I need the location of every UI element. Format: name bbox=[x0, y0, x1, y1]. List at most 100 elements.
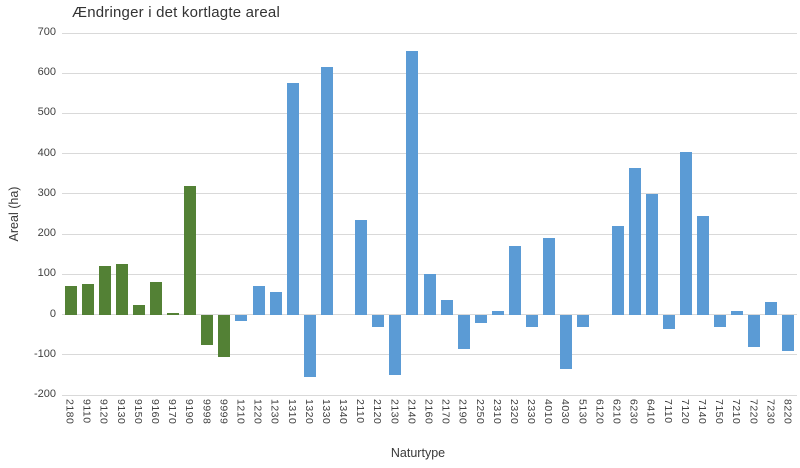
x-tick-label: 6410 bbox=[644, 399, 657, 425]
x-tick-label: 1320 bbox=[302, 399, 315, 425]
x-tick-label: 7210 bbox=[730, 399, 743, 425]
bar-6410 bbox=[645, 193, 658, 315]
bar-2130 bbox=[389, 314, 402, 375]
bar-7140 bbox=[696, 216, 709, 315]
x-tick-label: 1340 bbox=[337, 399, 350, 425]
y-tick-label: -200 bbox=[33, 388, 56, 400]
x-tick-label: 9150 bbox=[131, 399, 144, 425]
x-tick-label: 6230 bbox=[627, 399, 640, 425]
x-tick-label: 7120 bbox=[678, 399, 691, 425]
gridline bbox=[62, 32, 797, 34]
gridline bbox=[62, 153, 797, 155]
bar-6230 bbox=[628, 167, 641, 315]
gridline bbox=[62, 233, 797, 235]
bar-1220 bbox=[252, 286, 265, 315]
bar-7120 bbox=[679, 151, 692, 315]
bar-1210 bbox=[235, 314, 248, 321]
y-tick-label: 600 bbox=[37, 66, 56, 79]
bar-4010 bbox=[543, 238, 556, 315]
x-tick-label: 7230 bbox=[764, 399, 777, 425]
bar-9150 bbox=[132, 304, 145, 315]
x-tick-label: 6120 bbox=[593, 399, 606, 425]
bar-2140 bbox=[406, 51, 419, 315]
bar-2160 bbox=[423, 274, 436, 315]
x-tick-label: 2250 bbox=[473, 399, 486, 425]
bar-2180 bbox=[64, 286, 77, 315]
gridline bbox=[62, 72, 797, 74]
bar-2250 bbox=[474, 314, 487, 323]
x-tick-label: 2190 bbox=[456, 399, 469, 425]
x-tick-label: 2320 bbox=[507, 399, 520, 425]
gridline bbox=[62, 314, 797, 316]
x-tick-label: 9999 bbox=[217, 399, 230, 425]
x-tick-label: 7150 bbox=[713, 399, 726, 425]
bar-7110 bbox=[662, 314, 675, 329]
gridline bbox=[62, 354, 797, 356]
y-tick-label: 300 bbox=[37, 186, 56, 199]
x-tick-label: 2180 bbox=[63, 399, 76, 425]
bar-9190 bbox=[184, 185, 197, 315]
bar-9120 bbox=[98, 266, 111, 315]
bar-1320 bbox=[303, 314, 316, 377]
bar-2330 bbox=[526, 314, 539, 327]
chart-title: Ændringer i det kortlagte areal bbox=[72, 4, 280, 21]
y-tick-label: -100 bbox=[33, 347, 56, 360]
y-tick-label: 700 bbox=[37, 26, 56, 38]
x-tick-label: 1330 bbox=[319, 399, 332, 425]
x-tick-label: 9160 bbox=[149, 399, 161, 425]
bar-2110 bbox=[355, 220, 368, 315]
gridline bbox=[62, 394, 797, 396]
x-tick-label: 9110 bbox=[80, 399, 93, 424]
bar-1310 bbox=[286, 83, 299, 315]
x-tick-label: 1220 bbox=[251, 399, 264, 425]
x-tick-label: 7140 bbox=[695, 399, 708, 425]
bar-2170 bbox=[440, 300, 453, 315]
x-tick-label: 1230 bbox=[268, 399, 281, 425]
x-tick-label: 1310 bbox=[285, 399, 298, 425]
bar-7150 bbox=[714, 314, 727, 327]
x-tick-label: 6210 bbox=[610, 399, 623, 425]
y-tick-label: 200 bbox=[37, 227, 56, 240]
bar-2320 bbox=[508, 246, 521, 315]
x-tick-label: 7220 bbox=[747, 399, 760, 425]
x-axis-title: Naturtype bbox=[390, 446, 446, 460]
x-tick-label: 9130 bbox=[114, 399, 127, 425]
bar-9160 bbox=[150, 282, 162, 315]
x-tick-label: 2120 bbox=[371, 399, 384, 425]
bar-1230 bbox=[269, 292, 282, 315]
bar-9170 bbox=[167, 312, 180, 315]
bar-2120 bbox=[372, 314, 385, 327]
bar-2190 bbox=[457, 314, 470, 349]
bar-2310 bbox=[491, 311, 504, 315]
x-tick-label: 2160 bbox=[422, 399, 435, 425]
x-tick-label: 2310 bbox=[490, 399, 503, 425]
gridline bbox=[62, 112, 797, 114]
bar-8220 bbox=[782, 314, 795, 351]
bar-7220 bbox=[748, 314, 761, 347]
bar-7230 bbox=[765, 302, 778, 315]
x-tick-label: 4010 bbox=[542, 399, 555, 425]
bar-4030 bbox=[560, 314, 573, 369]
x-tick-label: 7110 bbox=[661, 399, 674, 424]
y-tick-label: 0 bbox=[49, 307, 56, 320]
bar-9130 bbox=[115, 264, 128, 315]
y-tick-label: 400 bbox=[37, 146, 56, 159]
y-tick-label: 500 bbox=[37, 106, 56, 119]
x-tick-label: 9998 bbox=[200, 399, 213, 425]
bar-9999 bbox=[218, 314, 231, 357]
x-tick-label: 9120 bbox=[97, 399, 110, 425]
x-tick-label: 9170 bbox=[166, 399, 179, 425]
x-tick-label: 2330 bbox=[525, 399, 538, 425]
x-tick-label: 2110 bbox=[354, 399, 367, 424]
bar-5130 bbox=[577, 314, 590, 327]
x-tick-label: 5130 bbox=[576, 399, 589, 425]
x-tick-label: 4030 bbox=[559, 399, 572, 425]
gridline bbox=[62, 193, 797, 195]
x-tick-label: 8220 bbox=[781, 399, 794, 425]
y-tick-label: 100 bbox=[37, 267, 56, 280]
x-tick-label: 2170 bbox=[439, 399, 452, 425]
bar-1330 bbox=[320, 67, 333, 315]
x-tick-label: 2140 bbox=[405, 399, 418, 425]
